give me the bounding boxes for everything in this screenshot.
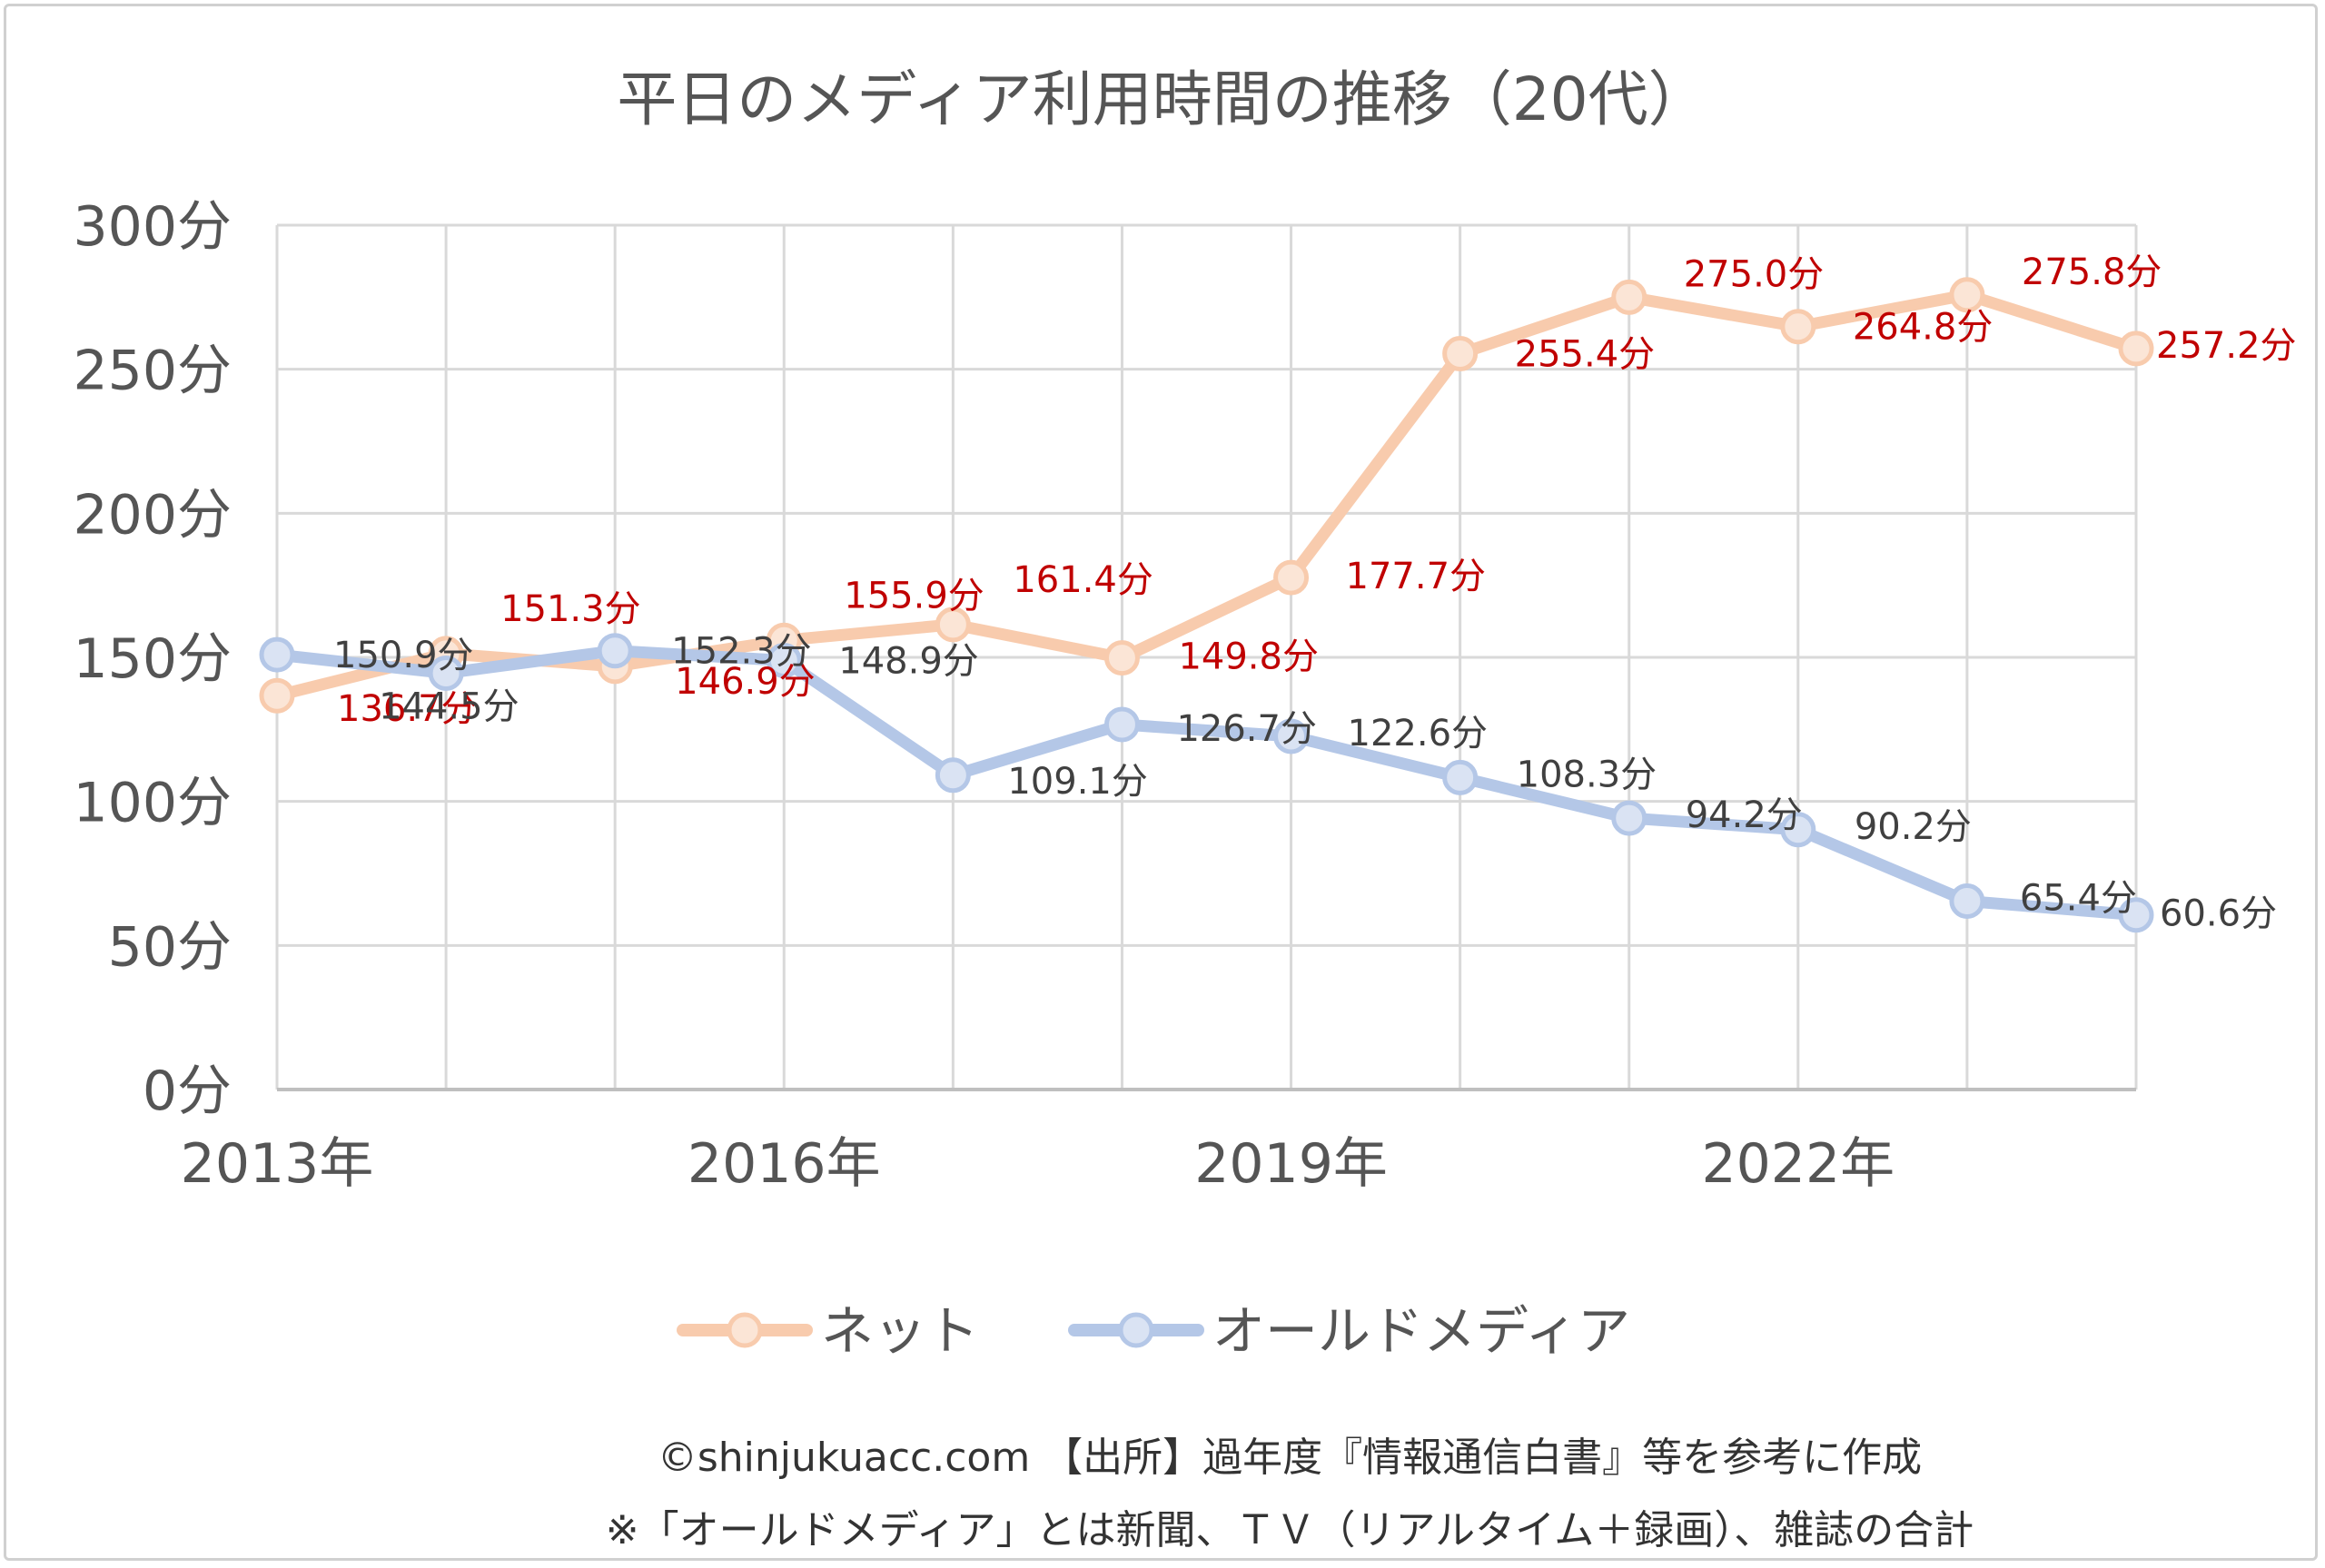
- data-point-old: [1780, 812, 1816, 848]
- y-tick-label: 200分: [73, 483, 232, 547]
- data-label-old: 126.7分: [1176, 708, 1317, 750]
- data-point-net: [2118, 330, 2154, 367]
- data-point-old: [1949, 883, 1985, 919]
- y-tick-label: 0分: [143, 1060, 232, 1123]
- data-label-net: 136.7分: [337, 688, 478, 730]
- source-note: ©shinjukuacc.com 【出所】過年度『情報通信白書』等を参考に作成: [658, 1435, 1922, 1481]
- x-tick-label: 2019年: [1194, 1132, 1388, 1196]
- data-label-net: 149.8分: [1178, 636, 1319, 678]
- series-line-old: [271, 645, 2142, 922]
- x-tick-label: 2022年: [1701, 1132, 1895, 1196]
- y-tick-label: 100分: [73, 772, 232, 835]
- data-label-net: 151.3分: [500, 588, 641, 630]
- data-point-old: [597, 633, 633, 669]
- data-point-old: [935, 757, 971, 794]
- y-tick-label: 150分: [73, 627, 232, 691]
- chart-title: 平日のメディア利用時間の推移（20代）: [617, 64, 1707, 134]
- data-point-old: [2118, 897, 2154, 933]
- data-label-old: 65.4分: [2020, 877, 2137, 919]
- data-point-net: [1611, 279, 1647, 315]
- data-point-net: [1442, 336, 1479, 372]
- data-label-old: 152.3分: [671, 631, 812, 673]
- legend: ネット オールドメディア: [677, 1300, 1630, 1362]
- data-point-net: [259, 677, 295, 714]
- data-point-net: [1949, 277, 1985, 313]
- data-label-net: 257.2分: [2156, 325, 2297, 367]
- data-point-old: [1611, 800, 1647, 836]
- data-point-old: [259, 636, 295, 673]
- legend-label-old: オールドメディア: [1212, 1300, 1630, 1362]
- legend-swatch-net-marker: [727, 1312, 763, 1348]
- legend-label-net: ネット: [821, 1300, 979, 1362]
- data-label-old: 109.1分: [1007, 761, 1148, 803]
- data-point-net: [1780, 309, 1816, 345]
- data-label-old: 108.3分: [1517, 754, 1657, 795]
- data-label-old: 148.9分: [838, 640, 979, 682]
- data-label-net: 146.9分: [675, 661, 816, 703]
- data-label-old: 150.9分: [333, 635, 474, 676]
- series-lines: [259, 277, 2154, 933]
- data-label-old: 90.2分: [1855, 806, 1972, 848]
- data-label-old: 60.6分: [2160, 893, 2277, 935]
- data-label-net: 264.8分: [1853, 307, 1994, 349]
- y-tick-label: 300分: [73, 195, 232, 259]
- data-label-net: 155.9分: [844, 575, 984, 616]
- data-point-old: [1442, 759, 1479, 795]
- definition-note: ※「オールドメディア」とは新聞、ＴＶ（リアルタイム＋録画）、雑誌の合計: [606, 1507, 1974, 1553]
- x-tick-label: 2013年: [181, 1132, 374, 1196]
- x-tick-label: 2016年: [688, 1132, 881, 1196]
- y-tick-label: 250分: [73, 340, 232, 403]
- data-point-old: [428, 655, 464, 691]
- y-tick-label: 50分: [108, 915, 232, 979]
- data-label-net: 255.4分: [1515, 334, 1656, 376]
- data-labels: 136.7分 151.3分 146.9分 155.9分 161.4分 149.8分 177.…: [333, 251, 2297, 935]
- data-label-old: 94.2分: [1686, 794, 1803, 836]
- data-point-old: [1273, 718, 1310, 754]
- data-point-old: [1103, 706, 1140, 743]
- data-label-net: 275.0分: [1684, 253, 1825, 295]
- data-point-net: [1273, 559, 1310, 596]
- x-axis-ticks: 2013年 2016年 2019年 2022年: [181, 1132, 1895, 1196]
- data-point-old: [766, 642, 802, 678]
- series-line-net: [271, 289, 2142, 702]
- legend-swatch-old-marker: [1118, 1312, 1154, 1348]
- data-label-net: 177.7分: [1346, 556, 1487, 597]
- chart-frame: [4, 4, 2318, 1561]
- y-axis-ticks: 0分 50分 100分 150分 200分 250分 300分: [73, 195, 232, 1123]
- data-label-old: 122.6分: [1348, 713, 1489, 754]
- data-point-net: [935, 606, 971, 643]
- data-point-net: [1103, 640, 1140, 676]
- data-label-old: 144.5分: [379, 685, 519, 727]
- data-label-net: 161.4分: [1013, 559, 1153, 601]
- data-label-net: 275.8分: [2022, 251, 2162, 293]
